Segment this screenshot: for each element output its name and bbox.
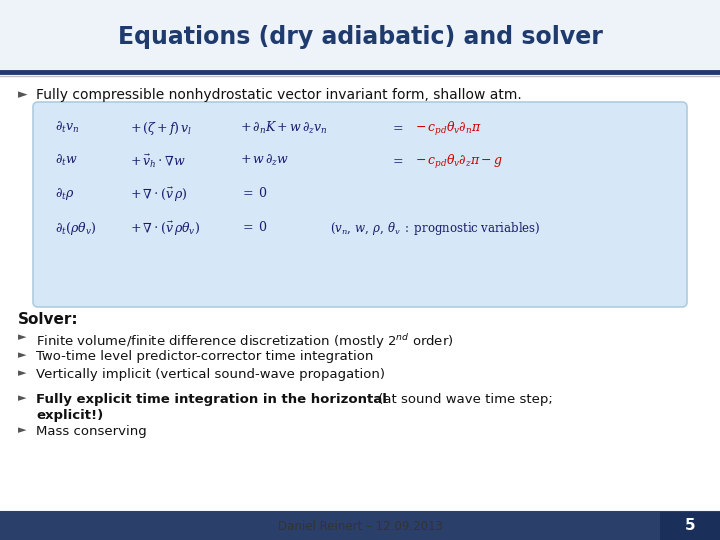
Text: $=\;0$: $=\;0$: [240, 220, 268, 234]
Text: ►: ►: [18, 350, 27, 360]
Text: ►: ►: [18, 425, 27, 435]
Text: ►: ►: [18, 393, 27, 403]
FancyBboxPatch shape: [0, 0, 720, 72]
Text: $\partial_t \rho$: $\partial_t \rho$: [55, 186, 75, 202]
Text: 5: 5: [685, 518, 696, 534]
Text: $+\,\nabla\cdot(\vec{v}\,\rho)$: $+\,\nabla\cdot(\vec{v}\,\rho)$: [130, 186, 187, 204]
Text: $+\,\partial_n K + w\,\partial_z v_n$: $+\,\partial_n K + w\,\partial_z v_n$: [240, 120, 328, 136]
Text: Equations (dry adiabatic) and solver: Equations (dry adiabatic) and solver: [117, 25, 603, 49]
Text: Finite volume/finite difference discretization (mostly 2$^{nd}$ order): Finite volume/finite difference discreti…: [36, 332, 454, 351]
Text: $+\,(\zeta + f)\,v_l$: $+\,(\zeta + f)\,v_l$: [130, 120, 192, 137]
Text: Mass conserving: Mass conserving: [36, 425, 147, 438]
Text: (at sound wave time step;: (at sound wave time step;: [374, 393, 553, 406]
Text: $-\,c_{pd}\theta_v\partial_n\pi$: $-\,c_{pd}\theta_v\partial_n\pi$: [415, 120, 482, 138]
Text: Fully explicit time integration in the horizontal: Fully explicit time integration in the h…: [36, 393, 387, 406]
Text: Vertically implicit (vertical sound-wave propagation): Vertically implicit (vertical sound-wave…: [36, 368, 385, 381]
Text: ►: ►: [18, 332, 27, 342]
FancyBboxPatch shape: [33, 102, 687, 307]
Text: Daniel Reinert – 12.09.2013: Daniel Reinert – 12.09.2013: [278, 519, 442, 532]
Text: Solver:: Solver:: [18, 312, 78, 327]
Text: Two-time level predictor-corrector time integration: Two-time level predictor-corrector time …: [36, 350, 374, 363]
Text: $\partial_t v_n$: $\partial_t v_n$: [55, 120, 79, 135]
Text: $(v_n,\,w,\,\rho,\,\theta_v\;:\;\mathrm{prognostic\;variables})$: $(v_n,\,w,\,\rho,\,\theta_v\;:\;\mathrm{…: [330, 220, 541, 237]
Text: $-\,c_{pd}\theta_v\partial_z\pi - g$: $-\,c_{pd}\theta_v\partial_z\pi - g$: [415, 153, 503, 171]
Text: $=$: $=$: [390, 153, 404, 166]
Text: $=$: $=$: [390, 120, 404, 133]
Text: ►: ►: [18, 368, 27, 378]
Text: Fully compressible nonhydrostatic vector invariant form, shallow atm.: Fully compressible nonhydrostatic vector…: [36, 88, 522, 102]
FancyBboxPatch shape: [0, 512, 720, 540]
Text: $+\,\vec{v}_h\cdot\nabla w$: $+\,\vec{v}_h\cdot\nabla w$: [130, 153, 186, 171]
Text: $\partial_t(\rho\theta_v)$: $\partial_t(\rho\theta_v)$: [55, 220, 96, 237]
Text: explicit!): explicit!): [36, 409, 103, 422]
Text: $=\;0$: $=\;0$: [240, 186, 268, 200]
Text: $+\,w\,\partial_z w$: $+\,w\,\partial_z w$: [240, 153, 289, 168]
Text: $\partial_t w$: $\partial_t w$: [55, 153, 78, 168]
Text: $+\,\nabla\cdot(\vec{v}\,\rho\theta_v)$: $+\,\nabla\cdot(\vec{v}\,\rho\theta_v)$: [130, 220, 200, 238]
Text: ►: ►: [18, 88, 27, 101]
FancyBboxPatch shape: [660, 512, 720, 540]
